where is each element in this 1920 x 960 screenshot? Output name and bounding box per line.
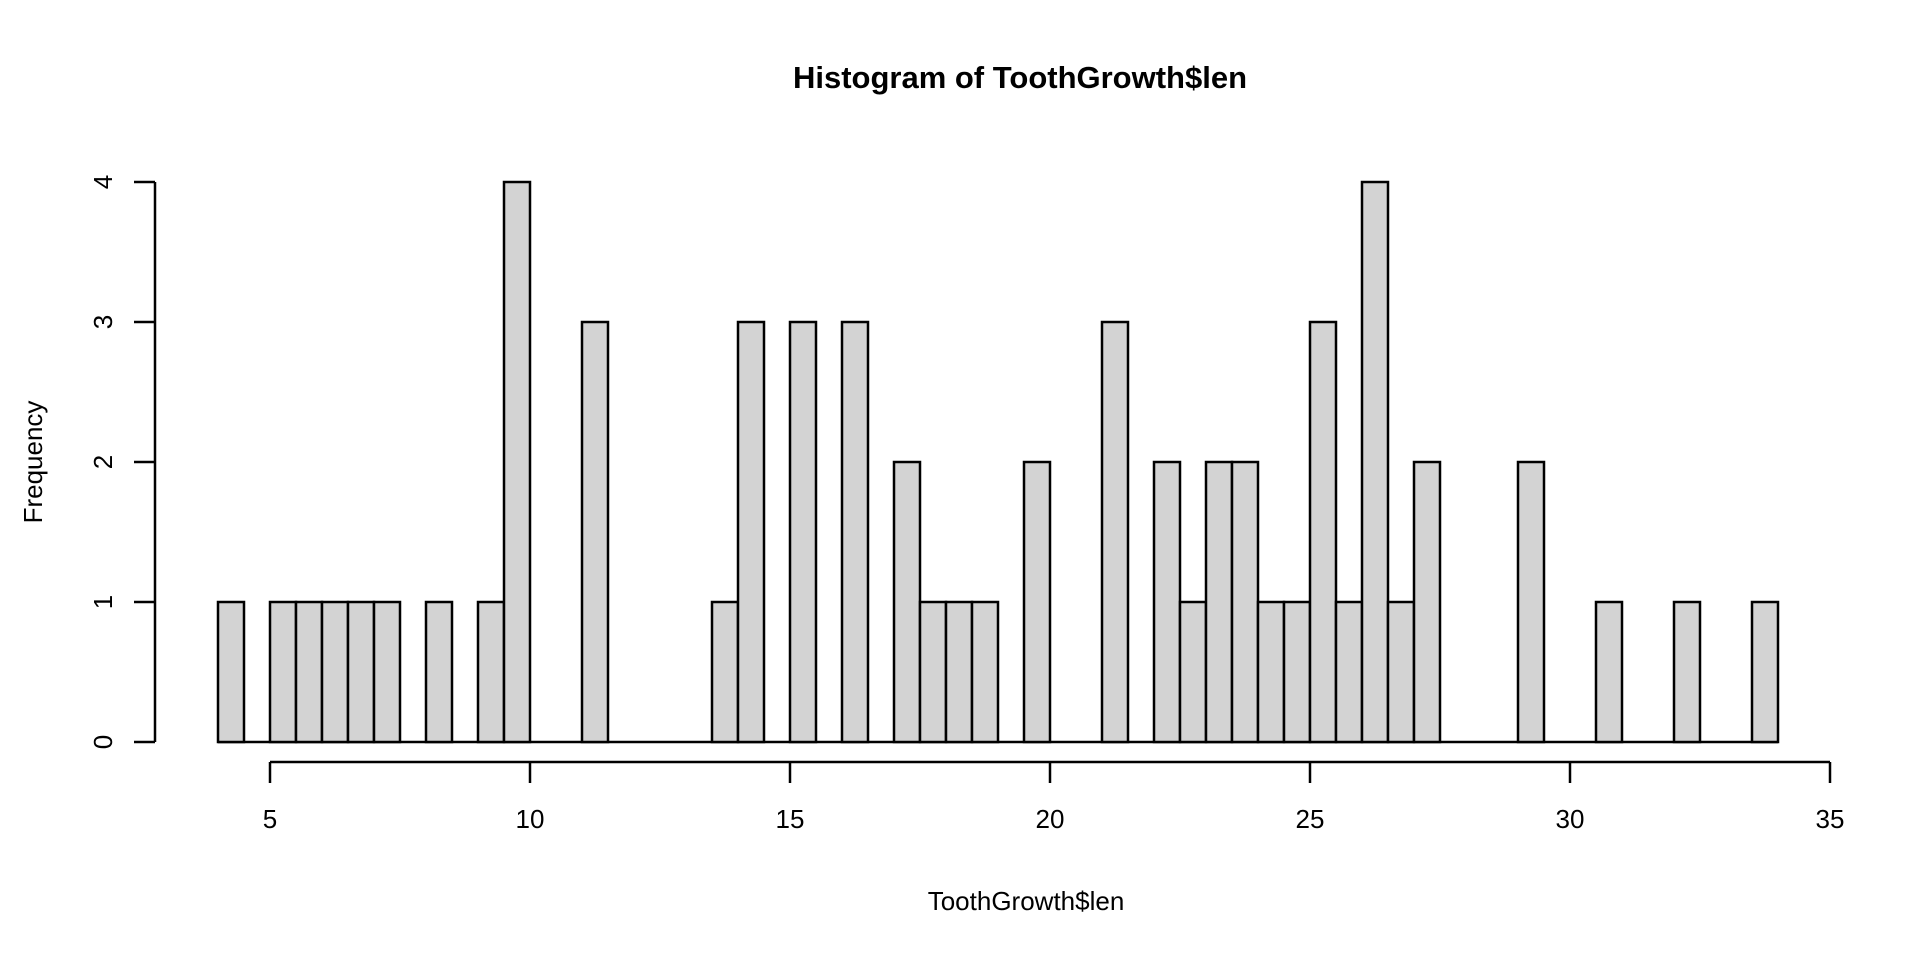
x-axis-title: ToothGrowth$len [928,886,1125,916]
histogram-bar [580,320,610,744]
histogram-bar [1594,600,1624,744]
histogram-bar [1152,460,1182,744]
histogram-bar [840,320,870,744]
histogram-bar [892,460,922,744]
histogram-bar [346,600,376,744]
bars-group [216,180,1780,744]
histogram-bar [1204,460,1234,744]
histogram-bar [1230,460,1260,744]
histogram-bar [424,600,454,744]
y-axis: 0 1 2 3 4 [88,175,157,749]
histogram-bar [710,600,740,744]
histogram-bar [476,600,506,744]
histogram-bar [216,600,246,744]
histogram-bar [944,600,974,744]
histogram-bar [1256,600,1286,744]
histogram-bar [918,600,948,744]
x-tick-label: 30 [1556,804,1585,834]
y-tick-label: 3 [88,315,118,329]
x-tick-label: 35 [1816,804,1845,834]
chart-title: Histogram of ToothGrowth$len [793,60,1247,95]
y-tick-label: 4 [88,175,118,189]
histogram-bar [268,600,298,744]
histogram-bar [320,600,350,744]
histogram-bar [1516,460,1546,744]
x-tick-label: 15 [776,804,805,834]
y-tick-label: 0 [88,735,118,749]
histogram-bar [1334,600,1364,744]
histogram-bar [1308,320,1338,744]
x-tick-label: 5 [263,804,277,834]
histogram-bar [1022,460,1052,744]
histogram-bar [1178,600,1208,744]
x-axis: 5 10 15 20 25 30 35 [263,760,1845,834]
histogram-bar [1412,460,1442,744]
histogram-bar [1672,600,1702,744]
x-tick-label: 25 [1296,804,1325,834]
histogram-bar [1750,600,1780,744]
histogram-bar [294,600,324,744]
histogram-bar [502,180,532,744]
histogram-bar [1282,600,1312,744]
y-tick-label: 1 [88,595,118,609]
y-tick-label: 2 [88,455,118,469]
histogram-bar [1386,600,1416,744]
histogram-bar [1100,320,1130,744]
x-tick-label: 20 [1036,804,1065,834]
histogram-bar [736,320,766,744]
histogram-bar [970,600,1000,744]
x-tick-label: 10 [516,804,545,834]
histogram-bar [372,600,402,744]
histogram-bar [788,320,818,744]
y-axis-title: Frequency [18,401,48,524]
histogram-bar [1360,180,1390,744]
